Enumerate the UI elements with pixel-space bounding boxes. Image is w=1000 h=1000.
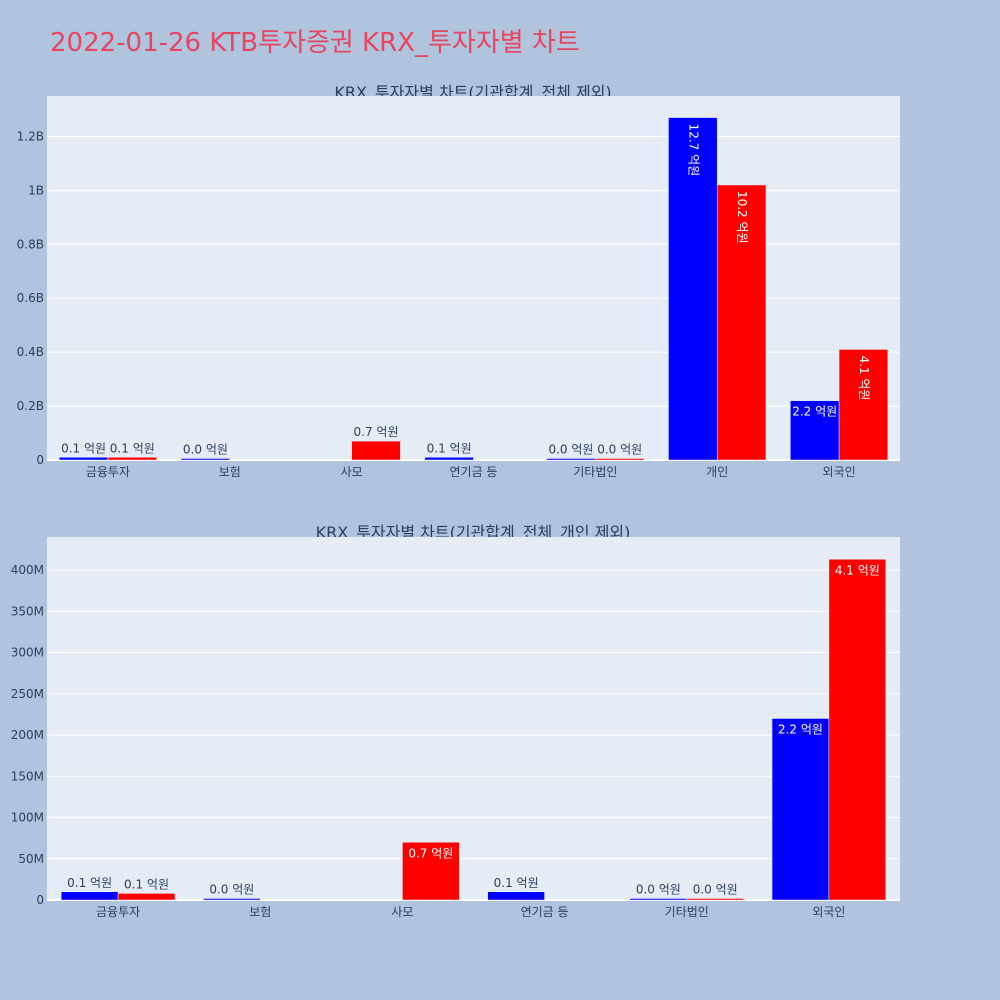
y-tick-label: 0.2B xyxy=(17,399,44,413)
data-label: 0.1 억원 xyxy=(67,876,112,890)
data-label: 0.0 억원 xyxy=(548,443,593,457)
bar xyxy=(838,349,889,461)
y-tick-label: 250M xyxy=(11,687,44,701)
data-label: 2.2 억원 xyxy=(792,405,837,419)
x-tick-label: 보험 xyxy=(249,905,271,919)
data-label: 0.0 억원 xyxy=(183,443,228,457)
data-label: 0.1 억원 xyxy=(61,441,106,455)
y-tick-label: 0 xyxy=(36,893,44,907)
bar xyxy=(180,458,231,461)
y-tick-label: 0.4B xyxy=(17,345,44,359)
page-title: 2022-01-26 KTB투자증권 KRX_투자자별 차트 xyxy=(50,28,580,58)
x-tick-label: 개인 xyxy=(706,465,728,479)
bar xyxy=(546,458,596,461)
x-tick-label: 외국인 xyxy=(823,465,856,479)
data-label: 0.0 억원 xyxy=(693,883,738,897)
data-label: 4.1 억원 xyxy=(835,563,880,577)
bar xyxy=(117,893,176,901)
y-tick-label: 1.2B xyxy=(17,129,44,143)
y-tick-label: 350M xyxy=(11,604,44,618)
x-tick-label: 외국인 xyxy=(812,905,845,919)
data-label: 2.2 억원 xyxy=(778,723,823,737)
bar xyxy=(595,458,645,461)
data-label: 0.1 억원 xyxy=(110,441,155,455)
y-tick-label: 0.6B xyxy=(17,291,44,305)
y-tick-label: 400M xyxy=(11,563,44,577)
bar xyxy=(790,400,840,461)
y-tick-label: 0.8B xyxy=(17,237,44,251)
chart-1: 0 0.2B 0.4B 0.6B 0.8B 1B 1.2B 금융투자 0.1 억원 0.1 억원보… xyxy=(17,96,900,479)
y-tick-label: 300M xyxy=(11,646,44,660)
y-tick-label: 0 xyxy=(36,453,44,467)
y-tick-label: 150M xyxy=(11,769,44,783)
bar xyxy=(402,842,460,901)
data-label: 0.0 억원 xyxy=(597,443,642,457)
x-tick-label: 사모 xyxy=(341,465,363,479)
bar xyxy=(716,184,767,461)
data-label: 0.1 억원 xyxy=(427,441,472,455)
x-tick-label: 보험 xyxy=(219,465,241,479)
bar xyxy=(771,718,830,901)
x-tick-label: 금융투자 xyxy=(96,905,140,919)
x-tick-label: 연기금 등 xyxy=(450,465,498,479)
data-label: 0.1 억원 xyxy=(124,877,169,891)
bar xyxy=(203,898,261,901)
x-tick-label: 기타법인 xyxy=(573,465,617,479)
bar xyxy=(60,891,119,901)
data-label: 10.2 억원 xyxy=(735,191,749,244)
bar xyxy=(107,457,157,461)
x-tick-label: 사모 xyxy=(391,905,413,919)
x-tick-label: 연기금 등 xyxy=(521,905,569,919)
x-tick-label: 금융투자 xyxy=(86,465,130,479)
y-tick-label: 1B xyxy=(28,183,44,197)
data-label: 4.1 억원 xyxy=(857,355,871,400)
data-label: 0.1 억원 xyxy=(494,876,539,890)
bar xyxy=(668,117,718,461)
bar xyxy=(487,891,545,901)
bar xyxy=(424,457,474,461)
bar xyxy=(828,559,887,901)
x-tick-label: 기타법인 xyxy=(665,905,709,919)
data-label: 12.7 억원 xyxy=(686,124,700,177)
data-label: 0.0 억원 xyxy=(209,883,254,897)
plot-area xyxy=(47,537,900,900)
y-tick-label: 50M xyxy=(18,852,44,866)
bar xyxy=(686,898,744,901)
bar xyxy=(58,457,109,461)
y-tick-label: 100M xyxy=(11,811,44,825)
y-tick-label: 200M xyxy=(11,728,44,742)
bar xyxy=(629,898,688,901)
data-label: 0.7 억원 xyxy=(354,425,399,439)
data-label: 0.7 억원 xyxy=(408,846,453,860)
data-label: 0.0 억원 xyxy=(636,883,681,897)
plot-area xyxy=(47,96,900,460)
bar xyxy=(351,440,401,461)
chart-2: 0 50M 100M 150M 200M 250M 300M 350M 400M 금융투자 0.1 … xyxy=(11,537,900,919)
